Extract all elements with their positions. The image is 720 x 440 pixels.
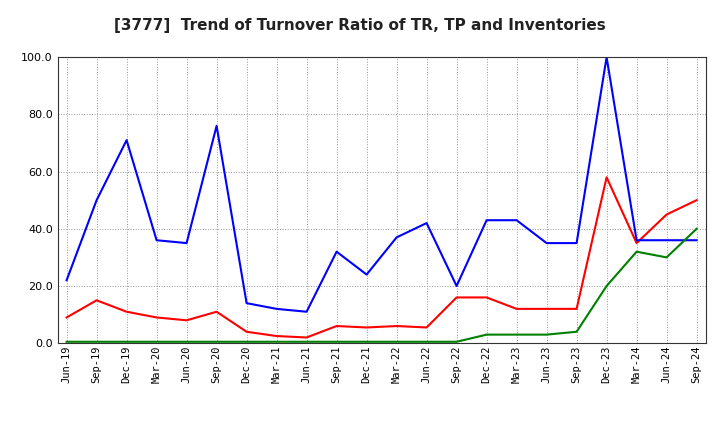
Inventories: [542, 332, 551, 337]
Trade Receivables: [242, 329, 251, 334]
Inventories: [693, 226, 701, 231]
Trade Receivables: [693, 198, 701, 203]
Trade Payables: [452, 283, 461, 289]
Inventories: [62, 339, 71, 345]
Trade Payables: [693, 238, 701, 243]
Trade Payables: [122, 137, 131, 143]
Trade Receivables: [153, 315, 161, 320]
Trade Receivables: [482, 295, 491, 300]
Trade Receivables: [272, 334, 281, 339]
Trade Payables: [662, 238, 671, 243]
Trade Receivables: [572, 306, 581, 312]
Trade Payables: [632, 238, 641, 243]
Inventories: [452, 339, 461, 345]
Trade Payables: [212, 123, 221, 128]
Trade Receivables: [92, 297, 101, 303]
Trade Payables: [392, 235, 401, 240]
Trade Receivables: [452, 295, 461, 300]
Inventories: [92, 339, 101, 345]
Trade Payables: [482, 217, 491, 223]
Text: [3777]  Trend of Turnover Ratio of TR, TP and Inventories: [3777] Trend of Turnover Ratio of TR, TP…: [114, 18, 606, 33]
Inventories: [302, 339, 311, 345]
Inventories: [242, 339, 251, 345]
Inventories: [513, 332, 521, 337]
Inventories: [122, 339, 131, 345]
Inventories: [182, 339, 191, 345]
Inventories: [272, 339, 281, 345]
Inventories: [392, 339, 401, 345]
Trade Payables: [242, 301, 251, 306]
Trade Payables: [62, 278, 71, 283]
Line: Trade Receivables: Trade Receivables: [66, 177, 697, 337]
Inventories: [482, 332, 491, 337]
Trade Receivables: [513, 306, 521, 312]
Inventories: [362, 339, 371, 345]
Trade Receivables: [333, 323, 341, 329]
Trade Payables: [602, 55, 611, 60]
Trade Payables: [513, 217, 521, 223]
Trade Payables: [333, 249, 341, 254]
Inventories: [212, 339, 221, 345]
Trade Receivables: [632, 240, 641, 246]
Inventories: [153, 339, 161, 345]
Inventories: [422, 339, 431, 345]
Trade Receivables: [662, 212, 671, 217]
Trade Receivables: [422, 325, 431, 330]
Trade Payables: [302, 309, 311, 314]
Trade Receivables: [182, 318, 191, 323]
Inventories: [602, 283, 611, 289]
Trade Payables: [272, 306, 281, 312]
Trade Receivables: [542, 306, 551, 312]
Trade Receivables: [602, 175, 611, 180]
Trade Receivables: [62, 315, 71, 320]
Trade Receivables: [362, 325, 371, 330]
Inventories: [333, 339, 341, 345]
Trade Payables: [422, 220, 431, 226]
Trade Receivables: [122, 309, 131, 314]
Trade Payables: [92, 198, 101, 203]
Trade Receivables: [302, 335, 311, 340]
Inventories: [632, 249, 641, 254]
Trade Receivables: [212, 309, 221, 314]
Trade Payables: [542, 240, 551, 246]
Line: Trade Payables: Trade Payables: [66, 57, 697, 312]
Line: Inventories: Inventories: [66, 229, 697, 342]
Inventories: [662, 255, 671, 260]
Inventories: [572, 329, 581, 334]
Trade Payables: [182, 240, 191, 246]
Trade Receivables: [392, 323, 401, 329]
Trade Payables: [153, 238, 161, 243]
Trade Payables: [572, 240, 581, 246]
Trade Payables: [362, 272, 371, 277]
